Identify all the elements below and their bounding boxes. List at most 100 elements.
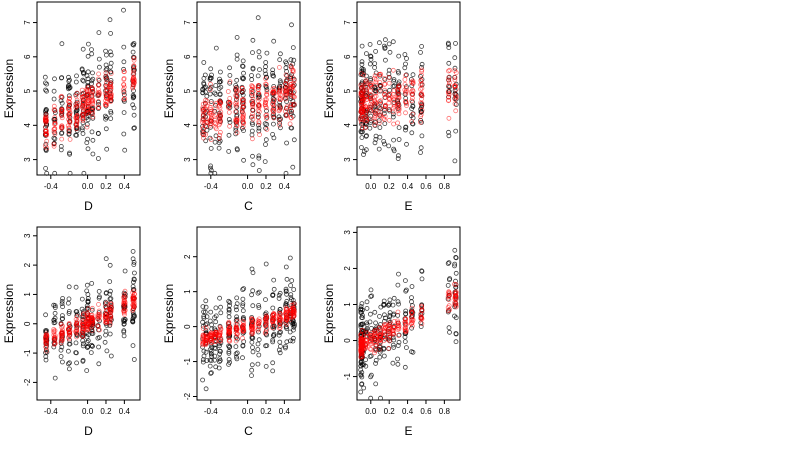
fitted-point	[264, 89, 270, 95]
observed-point	[396, 332, 402, 338]
fitted-point	[233, 122, 239, 128]
observed-point	[395, 282, 401, 288]
fitted-point	[67, 332, 73, 338]
observed-point	[97, 64, 102, 70]
observed-point	[207, 363, 213, 369]
observed-point	[108, 31, 113, 36]
observed-point	[282, 345, 288, 351]
observed-point	[103, 126, 109, 132]
observed-point	[217, 79, 223, 85]
observed-point	[89, 129, 95, 135]
observed-point	[262, 159, 268, 165]
y-tick-label: 3	[343, 157, 352, 162]
x-tick-label: 0.4	[402, 407, 414, 416]
observed-point	[43, 312, 48, 318]
observed-point	[396, 301, 402, 307]
fitted-point	[84, 324, 90, 330]
fitted-point	[446, 91, 452, 97]
observed-point	[359, 43, 365, 49]
observed-point	[284, 61, 289, 66]
fitted-point	[249, 86, 255, 92]
fitted-point	[89, 107, 94, 113]
observed-point	[403, 127, 408, 133]
fitted-point	[387, 338, 392, 344]
fitted-point	[79, 91, 85, 97]
observed-point	[256, 168, 262, 173]
fitted-point	[122, 302, 128, 308]
y-axis: -1 0 1 2 3	[343, 230, 357, 380]
observed-point	[200, 304, 206, 310]
observed-point	[264, 87, 270, 93]
observed-point	[403, 125, 409, 130]
fitted-point	[217, 100, 223, 106]
fitted-point	[360, 99, 366, 105]
observed-point	[66, 93, 72, 99]
observed-point	[390, 360, 396, 366]
observed-point	[359, 370, 365, 375]
observed-point	[249, 362, 255, 368]
observed-point	[66, 131, 72, 137]
fitted-point	[288, 115, 294, 120]
observed-point	[121, 333, 127, 339]
observed-point	[58, 347, 64, 353]
x-tick-label: 0.2	[260, 407, 272, 416]
fitted-point	[445, 308, 451, 314]
observed-point	[396, 70, 402, 76]
observed-point	[103, 67, 109, 73]
observed-point	[108, 109, 114, 114]
fitted-point	[446, 97, 452, 103]
observed-point	[67, 85, 72, 91]
observed-point	[277, 350, 283, 356]
fitted-point	[364, 79, 370, 85]
observed-point	[271, 73, 277, 79]
observed-point	[203, 322, 209, 328]
observed-point	[382, 37, 388, 43]
fitted-points	[200, 301, 297, 348]
fitted-point	[373, 340, 379, 346]
observed-point	[240, 287, 246, 292]
observed-point	[271, 38, 277, 44]
observed-point	[131, 259, 137, 265]
observed-point	[86, 41, 91, 47]
observed-point	[372, 309, 378, 315]
observed-point	[271, 277, 277, 283]
fitted-point	[403, 110, 408, 116]
y-tick-label: 6	[183, 54, 192, 59]
fitted-point	[359, 117, 365, 122]
fitted-point	[372, 115, 378, 121]
y-axis: -2 -1 0 1 2 3	[23, 233, 37, 386]
observed-point	[419, 133, 425, 139]
fitted-point	[103, 95, 109, 100]
observed-point	[213, 313, 219, 319]
fitted-point	[373, 79, 379, 85]
observed-point	[391, 295, 397, 301]
fitted-point	[225, 330, 231, 336]
fitted-point	[396, 111, 402, 117]
x-axis-label: C	[244, 424, 253, 438]
fitted-point	[104, 91, 110, 97]
fitted-point	[43, 132, 48, 137]
fitted-point	[67, 136, 73, 142]
observed-point	[402, 334, 408, 340]
observed-point	[217, 351, 223, 357]
observed-point	[107, 291, 113, 297]
observed-point	[90, 331, 96, 336]
fitted-point	[58, 108, 64, 114]
observed-point	[410, 72, 416, 78]
fitted-point	[233, 321, 239, 327]
fitted-point	[74, 113, 80, 119]
fitted-point	[404, 103, 409, 108]
fitted-point	[200, 105, 206, 111]
observed-point	[66, 82, 72, 88]
y-tick-label: 3	[183, 157, 192, 162]
observed-point	[58, 98, 64, 104]
observed-point	[234, 295, 240, 301]
observed-point	[95, 130, 101, 136]
observed-point	[79, 296, 85, 302]
fitted-point	[373, 93, 379, 99]
fitted-point	[203, 111, 209, 116]
fitted-point	[104, 319, 109, 325]
fitted-point	[122, 293, 128, 299]
observed-point	[264, 50, 270, 56]
observed-point	[241, 70, 246, 76]
